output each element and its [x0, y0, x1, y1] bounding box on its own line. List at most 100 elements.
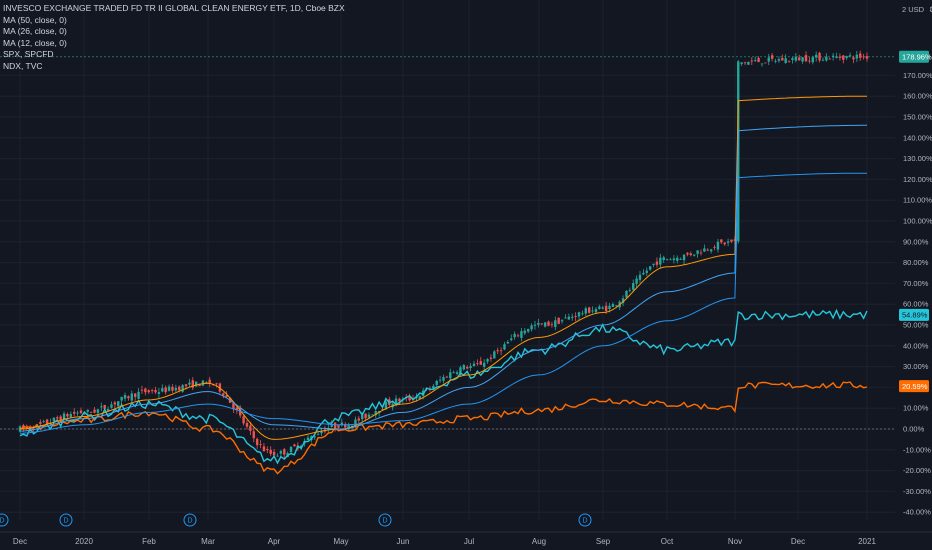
- candle-body: [720, 239, 723, 243]
- y-axis[interactable]: -40.00% -30.00% -20.00% -10.00% 0.00% 10.00% 2…: [899, 50, 932, 517]
- candle-body: [811, 57, 814, 63]
- candle-body: [560, 320, 564, 322]
- candle-body: [828, 58, 831, 60]
- candle-body: [652, 263, 655, 265]
- x-tick-label: Mar: [201, 537, 215, 546]
- candle-body: [289, 446, 293, 453]
- candle-body: [601, 307, 604, 309]
- candle-body: [493, 351, 496, 359]
- candle-body: [316, 434, 320, 436]
- dividend-marker-label: D: [0, 518, 5, 525]
- currency-label[interactable]: 2 USD ⇕: [902, 5, 932, 14]
- candle-body: [178, 386, 181, 391]
- badge-spx: [899, 308, 929, 321]
- candle-body: [167, 386, 171, 391]
- candle-body: [787, 60, 791, 62]
- candle-body: [848, 55, 852, 57]
- series-line-ma50: [19, 172, 867, 434]
- candle-body: [130, 393, 134, 401]
- candle-body: [476, 363, 479, 364]
- candle-body: [723, 242, 726, 245]
- candle-body: [520, 331, 523, 338]
- candle-body: [482, 362, 486, 367]
- candle-body: [232, 403, 235, 410]
- candle-body: [137, 391, 140, 399]
- candle-body: [266, 449, 269, 451]
- candle-body: [774, 60, 777, 62]
- candle-body: [106, 409, 110, 411]
- candle-body: [52, 417, 56, 422]
- candle-body: [374, 411, 377, 416]
- series-line-ndx: [19, 381, 868, 475]
- candle-body: [161, 388, 164, 392]
- candle-body: [635, 278, 638, 284]
- candle-body: [530, 325, 533, 330]
- candle-body: [557, 317, 560, 324]
- candle-body: [621, 298, 625, 304]
- legend-ma12[interactable]: MA (12, close, 0): [3, 37, 67, 48]
- legend-title[interactable]: INVESCO EXCHANGE TRADED FD TR II GLOBAL …: [3, 3, 345, 13]
- candle-body: [459, 367, 462, 375]
- grid: [0, 0, 895, 520]
- candle-body: [300, 445, 303, 448]
- candle-body: [133, 393, 137, 397]
- candle-body: [689, 253, 693, 256]
- candle-body: [113, 402, 117, 405]
- candle-body: [760, 63, 764, 65]
- candle-body: [516, 335, 520, 337]
- candle-body: [696, 250, 699, 254]
- x-axis[interactable]: Dec 2020 Feb Mar Apr May Jun Jul Aug Sep Oct Nov Dec…: [0, 531, 932, 546]
- candle-body: [344, 424, 347, 428]
- candle-body: [360, 415, 364, 420]
- candle-body: [235, 407, 239, 411]
- candle-body: [770, 55, 774, 59]
- legend-ma50[interactable]: MA (50, close, 0): [3, 14, 67, 25]
- x-tick-label: May: [333, 537, 348, 546]
- candle-body: [706, 249, 709, 251]
- x-tick-label: Jul: [464, 537, 474, 546]
- candle-body: [825, 56, 828, 61]
- candle-body: [527, 328, 530, 332]
- legend-ma26[interactable]: MA (26, close, 0): [3, 26, 67, 36]
- candle-body: [367, 414, 371, 418]
- x-tick-label: Feb: [142, 537, 156, 546]
- candle-body: [371, 414, 374, 416]
- candle-body: [818, 52, 821, 61]
- candle-body: [337, 425, 340, 428]
- candle-body: [408, 396, 411, 401]
- candle-body: [489, 357, 493, 359]
- candle-body: [205, 382, 208, 383]
- candle-body: [506, 341, 510, 344]
- x-tick-label: 2021: [858, 537, 876, 546]
- candle-body: [564, 317, 567, 319]
- candle-body: [791, 58, 794, 60]
- badge-label-main: 178.96%: [902, 52, 932, 61]
- y-tick-label: 90.00%: [903, 237, 929, 246]
- candle-body: [855, 54, 859, 59]
- legend-spx[interactable]: SPX, SPCFD: [3, 49, 54, 59]
- candle-body: [608, 305, 611, 309]
- candle-body: [79, 410, 83, 414]
- candle-body: [364, 413, 367, 419]
- candle-body: [381, 409, 384, 410]
- candle-body: [496, 350, 499, 352]
- candle-body: [455, 372, 459, 374]
- candle-body: [862, 56, 865, 58]
- candle-body: [804, 55, 808, 62]
- candle-body: [225, 395, 228, 398]
- legend-ndx[interactable]: NDX, TVC: [3, 60, 43, 71]
- candle-body: [743, 62, 747, 64]
- candle-body: [625, 290, 628, 298]
- candle-body: [594, 309, 598, 313]
- x-tick-label: Dec: [791, 537, 805, 546]
- candle-body: [726, 241, 730, 243]
- candle-body: [76, 412, 79, 414]
- candle-body: [452, 372, 455, 373]
- candle-body: [747, 61, 750, 65]
- candle-body: [462, 365, 466, 370]
- candle-body: [39, 422, 42, 424]
- candle-body: [262, 446, 266, 452]
- candle-body: [781, 57, 784, 61]
- candle-body: [703, 248, 706, 252]
